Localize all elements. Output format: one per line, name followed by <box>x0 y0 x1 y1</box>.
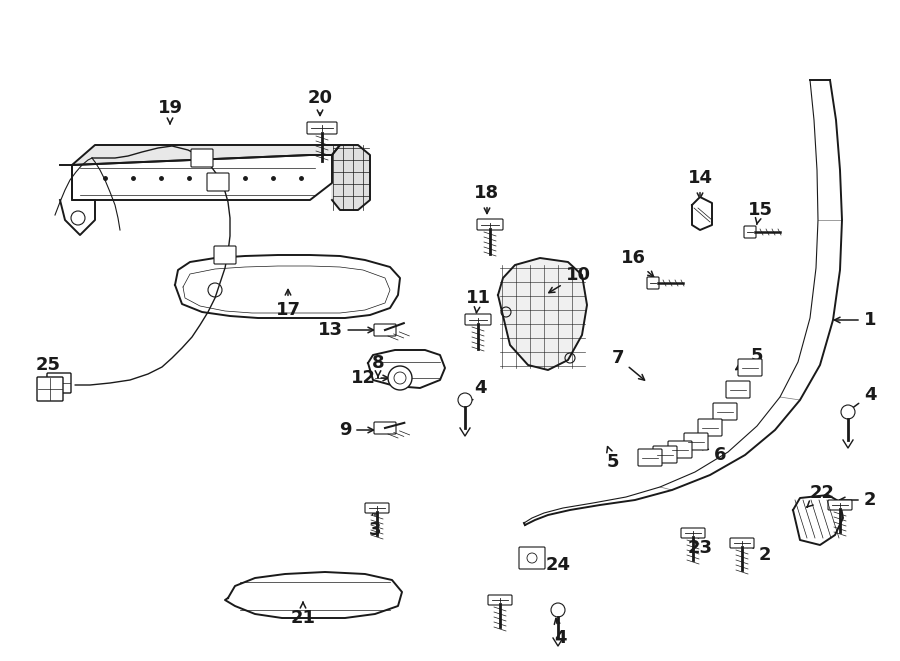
Text: 4: 4 <box>847 386 877 412</box>
Text: 25: 25 <box>35 356 60 381</box>
Text: 10: 10 <box>549 266 590 293</box>
Text: 23: 23 <box>688 533 713 557</box>
FancyBboxPatch shape <box>668 441 692 458</box>
FancyBboxPatch shape <box>647 277 659 289</box>
Circle shape <box>458 393 472 407</box>
Text: 19: 19 <box>158 99 183 124</box>
FancyBboxPatch shape <box>828 500 852 510</box>
FancyBboxPatch shape <box>653 446 677 463</box>
FancyBboxPatch shape <box>307 122 337 134</box>
Polygon shape <box>524 80 842 525</box>
Text: 1: 1 <box>834 311 877 329</box>
FancyBboxPatch shape <box>37 377 63 401</box>
Polygon shape <box>793 495 843 545</box>
Text: 11: 11 <box>465 289 491 313</box>
Text: 7: 7 <box>612 349 644 380</box>
FancyBboxPatch shape <box>684 433 708 450</box>
FancyBboxPatch shape <box>214 246 236 264</box>
Text: 4: 4 <box>554 619 566 647</box>
Polygon shape <box>72 145 340 165</box>
FancyBboxPatch shape <box>698 419 722 436</box>
FancyBboxPatch shape <box>744 226 756 238</box>
Polygon shape <box>498 258 587 370</box>
Text: 9: 9 <box>338 421 373 439</box>
Text: 6: 6 <box>699 445 726 464</box>
Polygon shape <box>225 572 402 618</box>
Text: 24: 24 <box>537 556 571 574</box>
Text: 22: 22 <box>807 484 834 507</box>
Text: 5: 5 <box>736 347 763 369</box>
FancyBboxPatch shape <box>365 503 389 513</box>
FancyBboxPatch shape <box>488 595 512 605</box>
Polygon shape <box>175 255 400 318</box>
Text: 2: 2 <box>840 491 877 509</box>
FancyBboxPatch shape <box>681 528 705 538</box>
Polygon shape <box>692 197 712 230</box>
FancyBboxPatch shape <box>465 314 491 325</box>
FancyBboxPatch shape <box>738 359 762 376</box>
FancyBboxPatch shape <box>47 373 71 393</box>
Text: 14: 14 <box>688 169 713 198</box>
Text: 15: 15 <box>748 201 772 225</box>
Text: 4: 4 <box>467 379 486 402</box>
FancyBboxPatch shape <box>726 381 750 398</box>
Text: 13: 13 <box>318 321 374 339</box>
Circle shape <box>388 366 412 390</box>
Text: 20: 20 <box>308 89 332 116</box>
Text: 3: 3 <box>369 510 382 539</box>
Circle shape <box>551 603 565 617</box>
FancyBboxPatch shape <box>519 547 545 569</box>
FancyBboxPatch shape <box>477 219 503 230</box>
Text: 21: 21 <box>291 602 316 627</box>
FancyBboxPatch shape <box>638 449 662 466</box>
Circle shape <box>841 405 855 419</box>
Text: 18: 18 <box>474 184 500 214</box>
Polygon shape <box>72 155 332 200</box>
FancyBboxPatch shape <box>730 538 754 548</box>
FancyBboxPatch shape <box>191 149 213 167</box>
FancyBboxPatch shape <box>374 422 396 434</box>
FancyBboxPatch shape <box>374 324 396 336</box>
Polygon shape <box>60 165 95 235</box>
Text: 8: 8 <box>372 354 384 377</box>
Polygon shape <box>368 350 445 388</box>
Text: 5: 5 <box>607 447 619 471</box>
Text: 2: 2 <box>743 542 771 564</box>
Text: 17: 17 <box>275 290 301 319</box>
Polygon shape <box>332 145 370 210</box>
FancyBboxPatch shape <box>713 403 737 420</box>
FancyBboxPatch shape <box>207 173 229 191</box>
Text: 16: 16 <box>620 249 653 277</box>
Text: 12: 12 <box>350 369 389 387</box>
